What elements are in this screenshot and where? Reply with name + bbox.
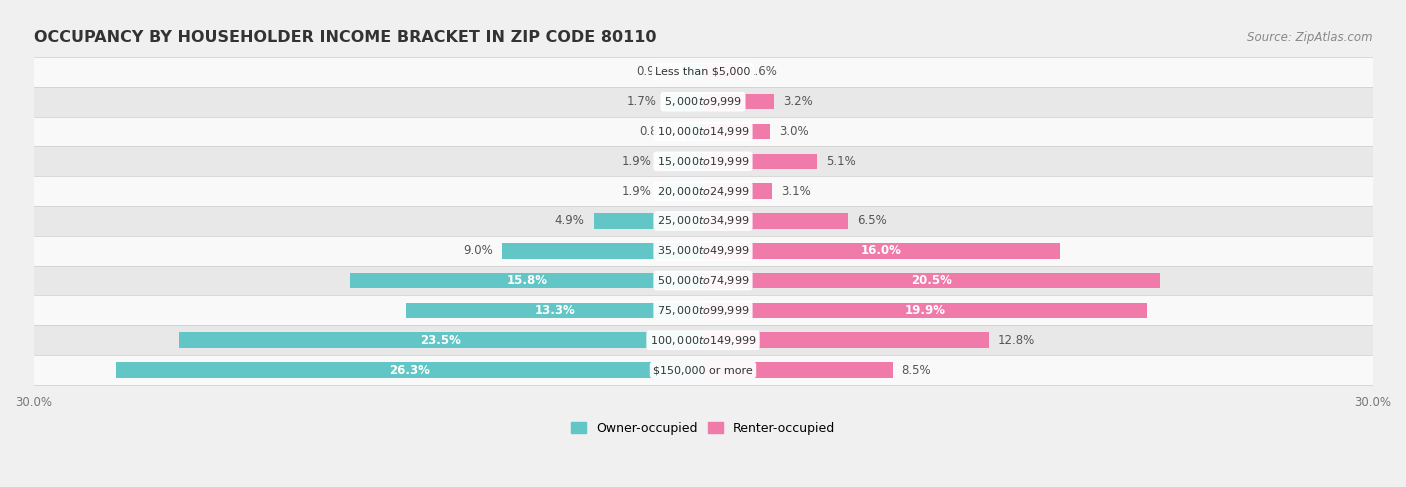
Text: $25,000 to $34,999: $25,000 to $34,999 [657,214,749,227]
FancyBboxPatch shape [34,176,1372,206]
FancyBboxPatch shape [34,147,1372,176]
Bar [682,64,703,80]
Text: $10,000 to $14,999: $10,000 to $14,999 [657,125,749,138]
Bar [665,94,703,110]
Text: 1.9%: 1.9% [621,155,651,168]
Bar [703,124,770,139]
Text: $75,000 to $99,999: $75,000 to $99,999 [657,304,749,317]
FancyBboxPatch shape [34,57,1372,87]
Text: 3.1%: 3.1% [782,185,811,198]
Text: 1.6%: 1.6% [748,65,778,78]
Text: $20,000 to $24,999: $20,000 to $24,999 [657,185,749,198]
Text: 19.9%: 19.9% [904,304,946,317]
Text: 1.7%: 1.7% [626,95,657,108]
Text: $35,000 to $49,999: $35,000 to $49,999 [657,244,749,257]
Text: 4.9%: 4.9% [555,214,585,227]
FancyBboxPatch shape [34,206,1372,236]
Bar [350,273,703,288]
Text: 3.2%: 3.2% [783,95,813,108]
Legend: Owner-occupied, Renter-occupied: Owner-occupied, Renter-occupied [567,417,839,440]
FancyBboxPatch shape [34,116,1372,147]
Text: 13.3%: 13.3% [534,304,575,317]
Text: 6.5%: 6.5% [858,214,887,227]
Bar [703,213,848,229]
Bar [502,243,703,259]
FancyBboxPatch shape [34,236,1372,266]
Bar [703,243,1060,259]
Bar [703,333,988,348]
FancyBboxPatch shape [34,266,1372,296]
Text: 12.8%: 12.8% [998,334,1035,347]
Text: Source: ZipAtlas.com: Source: ZipAtlas.com [1247,31,1372,44]
Bar [703,362,893,378]
FancyBboxPatch shape [34,296,1372,325]
Text: $5,000 to $9,999: $5,000 to $9,999 [664,95,742,108]
Bar [703,94,775,110]
Text: 26.3%: 26.3% [389,363,430,376]
Bar [703,273,1160,288]
Bar [593,213,703,229]
Bar [117,362,703,378]
FancyBboxPatch shape [34,355,1372,385]
Bar [661,184,703,199]
Text: 15.8%: 15.8% [506,274,547,287]
Text: OCCUPANCY BY HOUSEHOLDER INCOME BRACKET IN ZIP CODE 80110: OCCUPANCY BY HOUSEHOLDER INCOME BRACKET … [34,30,657,45]
Text: 5.1%: 5.1% [825,155,855,168]
Bar [703,153,817,169]
Text: 9.0%: 9.0% [464,244,494,257]
Text: 1.9%: 1.9% [621,185,651,198]
Text: 8.5%: 8.5% [901,363,931,376]
Text: 3.0%: 3.0% [779,125,808,138]
Text: 16.0%: 16.0% [860,244,903,257]
Bar [703,184,772,199]
Text: $15,000 to $19,999: $15,000 to $19,999 [657,155,749,168]
Text: 0.81%: 0.81% [638,125,676,138]
Bar [406,302,703,318]
Text: 20.5%: 20.5% [911,274,952,287]
Text: Less than $5,000: Less than $5,000 [655,67,751,77]
Bar [703,302,1147,318]
Text: $100,000 to $149,999: $100,000 to $149,999 [650,334,756,347]
Bar [703,64,738,80]
Bar [685,124,703,139]
Bar [661,153,703,169]
Text: $50,000 to $74,999: $50,000 to $74,999 [657,274,749,287]
FancyBboxPatch shape [34,325,1372,355]
Bar [179,333,703,348]
FancyBboxPatch shape [34,87,1372,116]
Text: 23.5%: 23.5% [420,334,461,347]
Text: 0.92%: 0.92% [637,65,673,78]
Text: $150,000 or more: $150,000 or more [654,365,752,375]
